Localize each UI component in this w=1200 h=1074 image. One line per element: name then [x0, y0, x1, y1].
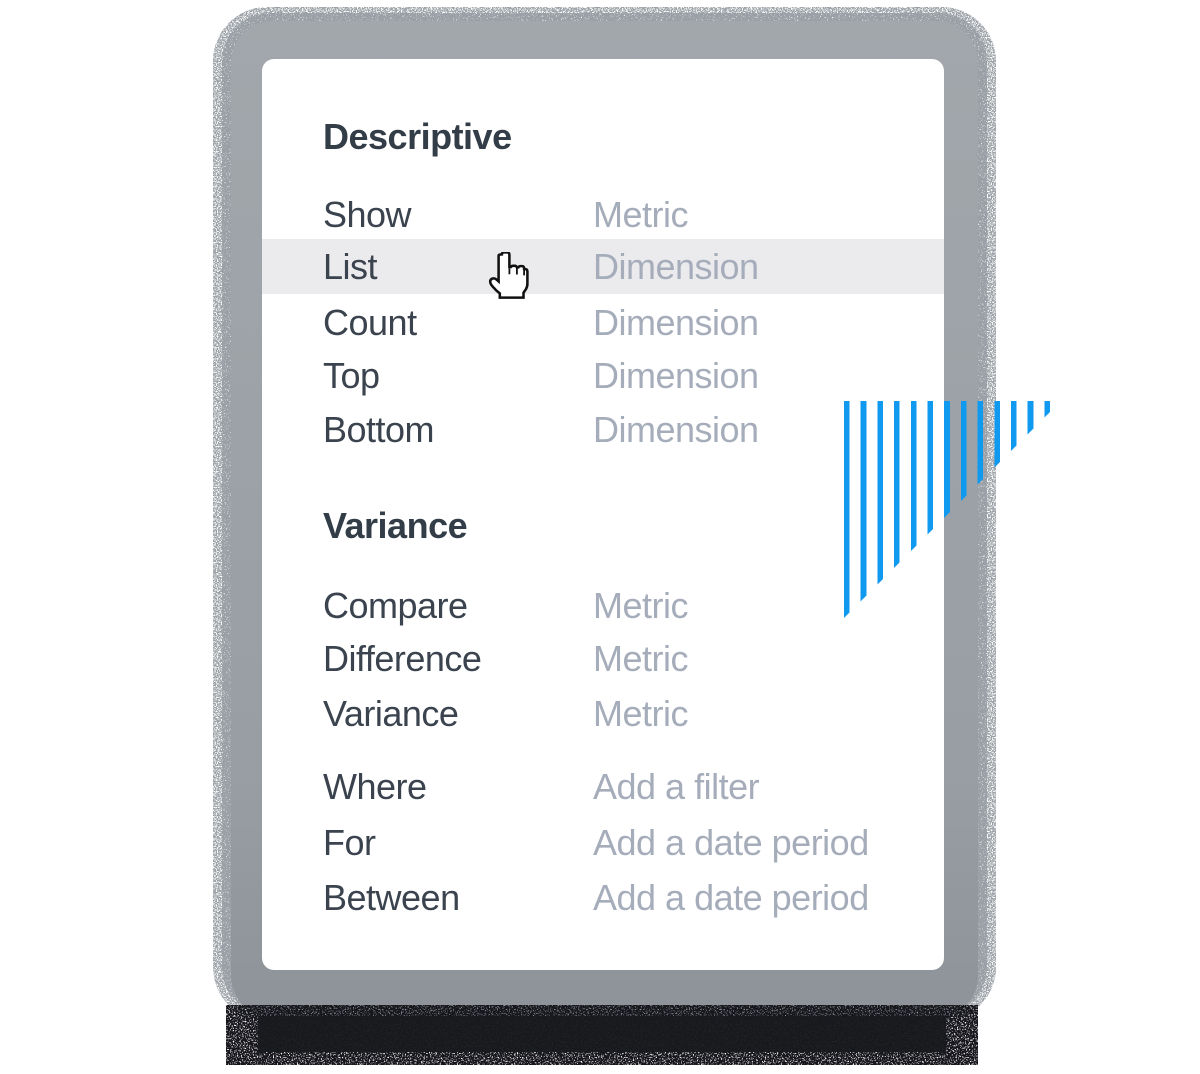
menu-row-for[interactable]: For Add a date period: [262, 815, 944, 870]
row-label: For: [323, 821, 376, 863]
row-label: Between: [323, 876, 460, 918]
menu-row-count[interactable]: Count Dimension: [262, 295, 944, 350]
row-value-placeholder: Add a date period: [593, 821, 869, 863]
row-label: Bottom: [323, 408, 435, 450]
row-label: Top: [323, 354, 380, 396]
menu-row-compare[interactable]: Compare Metric: [262, 578, 944, 633]
menu-row-where[interactable]: Where Add a filter: [262, 759, 944, 814]
row-label: Where: [323, 765, 427, 807]
menu-row-between[interactable]: Between Add a date period: [262, 870, 944, 925]
row-label: Show: [323, 193, 412, 235]
menu-row-show[interactable]: Show Metric: [262, 187, 944, 242]
row-value: Metric: [593, 637, 689, 679]
menu-row-difference[interactable]: Difference Metric: [262, 631, 944, 686]
row-value: Dimension: [593, 354, 759, 396]
row-value: Metric: [593, 584, 689, 626]
row-value-placeholder: Add a date period: [593, 876, 869, 918]
section-header-variance: Variance: [323, 504, 468, 546]
menu-row-list[interactable]: List Dimension: [262, 239, 944, 294]
menu-row-bottom[interactable]: Bottom Dimension: [262, 402, 944, 457]
hand-cursor-icon: [488, 252, 529, 299]
row-value: Dimension: [593, 301, 759, 343]
row-label: Count: [323, 301, 417, 343]
menu-row-top[interactable]: Top Dimension: [262, 348, 944, 403]
row-value: Dimension: [593, 245, 759, 287]
row-label: Compare: [323, 584, 468, 626]
row-label: List: [323, 245, 378, 287]
row-label: Variance: [323, 692, 459, 734]
menu-row-variance[interactable]: Variance Metric: [262, 686, 944, 741]
row-label: Difference: [323, 637, 482, 679]
section-header-descriptive: Descriptive: [323, 115, 512, 157]
row-value: Metric: [593, 193, 689, 235]
query-builder-panel: Descriptive Show Metric List Dimension C…: [262, 59, 944, 970]
row-value-placeholder: Add a filter: [593, 765, 760, 807]
row-value: Dimension: [593, 408, 759, 450]
row-value: Metric: [593, 692, 689, 734]
